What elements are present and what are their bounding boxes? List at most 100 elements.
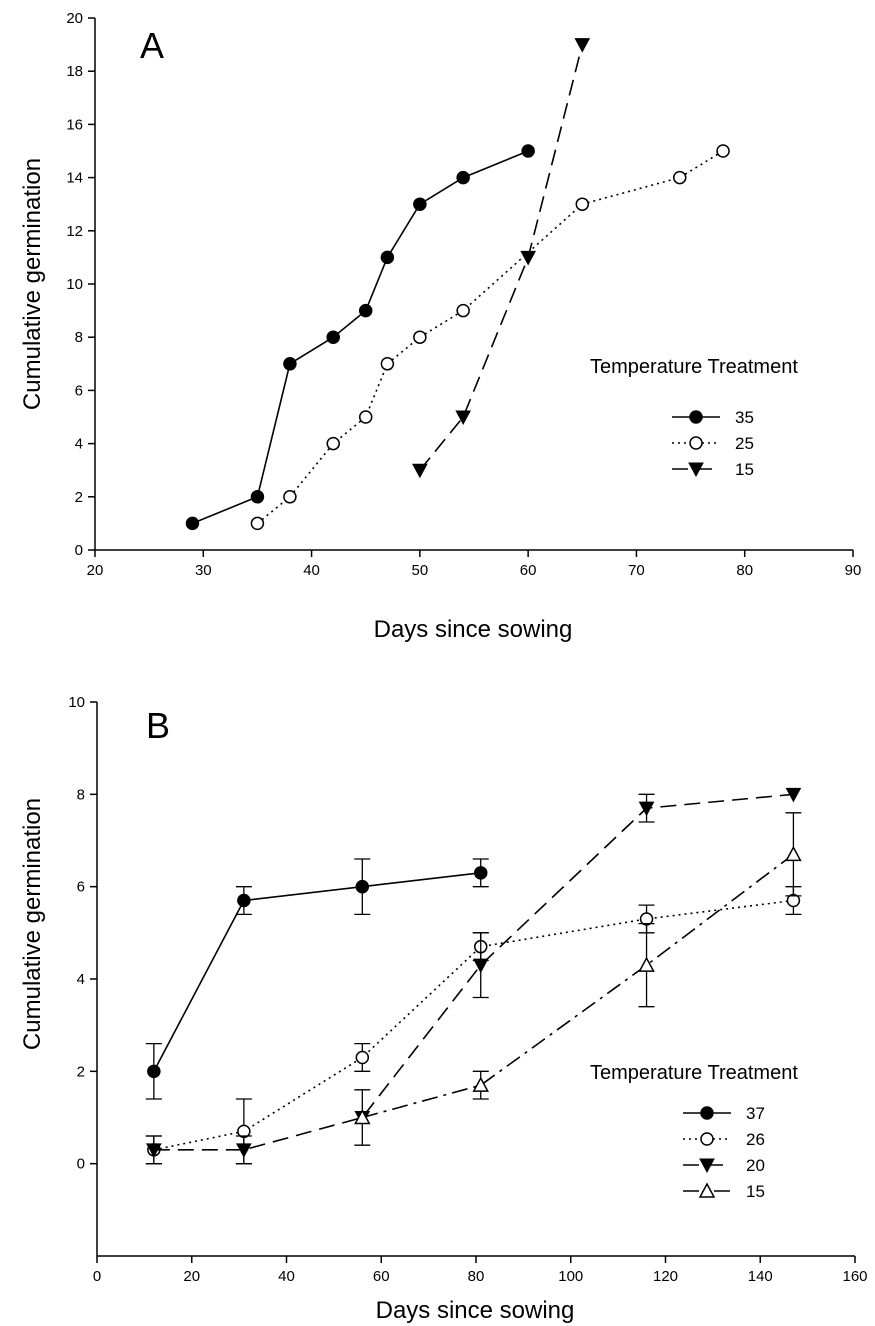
panel-b-legend-entry: 20 bbox=[683, 1156, 765, 1175]
panel-a-y-tick-label: 14 bbox=[66, 170, 83, 187]
panel-b-legend-entry: 26 bbox=[683, 1130, 765, 1149]
panel-a-data-point bbox=[412, 463, 428, 479]
panel-a-series-25 bbox=[250, 144, 730, 531]
panel-a-data-point bbox=[358, 410, 373, 424]
panel-b-x-tick-label: 120 bbox=[653, 1268, 678, 1285]
panel-b-data-point bbox=[472, 1076, 489, 1092]
panel-b-y-axis-label: Cumulative germination bbox=[19, 798, 46, 1050]
panel-a-data-point bbox=[358, 303, 373, 318]
panel-a-data-point bbox=[283, 357, 297, 371]
panel-a-y-tick-label: 2 bbox=[75, 489, 83, 506]
panel-b-x-tick-label: 20 bbox=[183, 1268, 200, 1285]
panel-b-legend-label: 15 bbox=[746, 1182, 765, 1201]
panel-a-legend-marker bbox=[689, 436, 703, 450]
panel-b-series-15 bbox=[354, 812, 802, 1125]
panel-b-data-point bbox=[236, 1143, 252, 1158]
panel-a-data-point bbox=[521, 144, 535, 158]
panel-a-legend-label: 15 bbox=[735, 460, 754, 479]
panel-a-legend-label: 35 bbox=[735, 408, 754, 427]
panel-a-data-point bbox=[455, 410, 472, 426]
panel-a-y-tick-label: 12 bbox=[66, 223, 83, 240]
panel-b-data-point bbox=[146, 1143, 162, 1158]
panel-a-series-15 bbox=[412, 38, 591, 479]
panel-b-data-point bbox=[638, 956, 655, 972]
panel-a-x-tick-label: 90 bbox=[845, 562, 862, 579]
panel-b: B Days since sowing Cumulative germinati… bbox=[19, 694, 868, 1324]
panel-b-data-point bbox=[785, 845, 802, 862]
panel-a-data-point bbox=[250, 516, 265, 531]
panel-b-series-line bbox=[153, 793, 794, 1151]
panel-b-x-tick-label: 60 bbox=[373, 1268, 390, 1285]
panel-b-x-tick-label: 80 bbox=[468, 1268, 485, 1285]
panel-b-y-tick-label: 10 bbox=[68, 694, 85, 711]
panel-a-data-point bbox=[283, 490, 297, 504]
panel-a-x-tick-label: 80 bbox=[736, 562, 753, 579]
panel-b-legend-label: 20 bbox=[746, 1156, 765, 1175]
panel-a-data-point bbox=[716, 144, 730, 158]
panel-b-legend-entry: 37 bbox=[683, 1104, 765, 1123]
panel-a-y-tick-label: 6 bbox=[75, 382, 83, 399]
panel-b-legend-label: 37 bbox=[746, 1104, 765, 1123]
panel-a-label: A bbox=[140, 25, 164, 66]
panel-a-data-point bbox=[520, 250, 536, 266]
panel-a-data-point bbox=[456, 303, 470, 318]
panel-a-y-tick-label: 16 bbox=[66, 116, 83, 133]
panel-b-y-tick-label: 6 bbox=[77, 879, 85, 896]
panel-a-legend-label: 25 bbox=[735, 434, 754, 453]
panel-b-x-tick-label: 160 bbox=[842, 1268, 867, 1285]
panel-b-series-37 bbox=[145, 858, 489, 1100]
panel-b-legend-marker bbox=[698, 1182, 716, 1198]
panel-b-data-point bbox=[355, 1050, 370, 1065]
panel-b-series-line bbox=[153, 872, 481, 1072]
panel-a-data-point bbox=[326, 436, 340, 451]
panel-a-data-point bbox=[574, 38, 591, 53]
panel-a-legend-entry: 15 bbox=[672, 460, 754, 479]
panel-b-y-tick-label: 4 bbox=[77, 971, 85, 988]
panel-b-data-point bbox=[472, 958, 489, 974]
panel-b-label: B bbox=[146, 705, 170, 746]
panel-a-x-tick-label: 30 bbox=[195, 562, 212, 579]
panel-b-x-tick-label: 140 bbox=[748, 1268, 773, 1285]
panel-a-data-point bbox=[575, 197, 590, 211]
panel-a-data-point bbox=[380, 357, 395, 371]
panel-b-series-line bbox=[362, 853, 794, 1119]
panel-b-y-tick-label: 2 bbox=[77, 1063, 85, 1080]
panel-a-y-tick-label: 8 bbox=[75, 329, 83, 346]
panel-a-legend-marker bbox=[689, 410, 703, 424]
panel-b-legend-entry: 15 bbox=[683, 1182, 765, 1201]
panel-b-legend-marker bbox=[699, 1158, 715, 1174]
panel-a-data-point bbox=[672, 170, 687, 185]
panel-b-series-20 bbox=[145, 787, 802, 1165]
panel-a-data-point bbox=[250, 490, 265, 504]
panel-b-x-tick-label: 0 bbox=[93, 1268, 101, 1285]
panel-b-data-point bbox=[237, 893, 251, 908]
panel-a-x-tick-label: 60 bbox=[520, 562, 537, 579]
panel-a-legend-marker bbox=[688, 462, 704, 478]
panel-a-x-axis-label: Days since sowing bbox=[374, 616, 573, 643]
panel-b-data-point bbox=[638, 801, 655, 817]
panel-a-series-35 bbox=[185, 144, 535, 531]
panel-b-data-point bbox=[355, 879, 370, 894]
panel-b-y-tick-label: 8 bbox=[77, 786, 85, 803]
panel-a-y-tick-label: 18 bbox=[66, 63, 83, 80]
panel-b-data-point bbox=[354, 1108, 371, 1125]
panel-a-x-tick-label: 50 bbox=[412, 562, 429, 579]
panel-b-series-line bbox=[153, 899, 794, 1151]
panel-a-legend-entry: 35 bbox=[672, 408, 754, 427]
panel-b-legend-marker bbox=[700, 1132, 714, 1146]
panel-a-data-point bbox=[380, 250, 395, 265]
panel-a-legend-title: Temperature Treatment bbox=[590, 356, 798, 378]
panel-b-data-point bbox=[473, 866, 488, 880]
panel-a-data-point bbox=[185, 516, 200, 531]
panel-b-legend-marker bbox=[700, 1106, 714, 1120]
panel-b-y-tick-label: 0 bbox=[77, 1156, 85, 1173]
panel-a-y-tick-label: 20 bbox=[66, 10, 83, 27]
panel-b-legend-title: Temperature Treatment bbox=[590, 1062, 798, 1084]
panel-b-x-tick-label: 100 bbox=[558, 1268, 583, 1285]
panel-a-data-point bbox=[413, 330, 427, 344]
panel-a-x-tick-label: 20 bbox=[87, 562, 104, 579]
panel-a-data-point bbox=[456, 170, 470, 185]
panel-b-series-26 bbox=[145, 886, 802, 1165]
panel-a-series-line bbox=[419, 44, 584, 471]
